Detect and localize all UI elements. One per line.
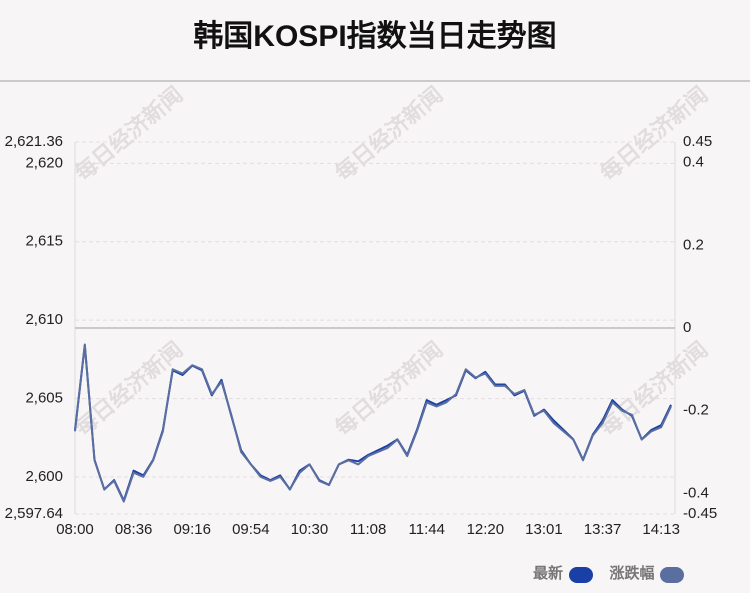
x-tick-label: 11:08 [350, 521, 386, 538]
watermark: 每日经济新闻 [330, 337, 447, 441]
y-tick-label: 2,610 [25, 311, 63, 328]
y-tick-label: 2,605 [25, 390, 63, 407]
watermark: 每日经济新闻 [595, 337, 712, 441]
x-tick-label: 12:20 [467, 521, 505, 538]
y-tick-label: 2,620 [25, 154, 63, 171]
y2-tick-label: 0.45 [683, 133, 712, 150]
x-tick-label: 13:01 [525, 521, 563, 538]
x-tick-label: 10:30 [291, 521, 329, 538]
x-tick-label: 09:16 [173, 521, 211, 538]
x-tick-label: 09:54 [232, 521, 270, 538]
chart-title: 韩国KOSPI指数当日走势图 [193, 20, 556, 53]
y2-tick-label: 0 [683, 319, 691, 336]
x-tick-label: 08:00 [56, 521, 94, 538]
price-line [74, 343, 672, 503]
legend-swatch [660, 567, 684, 583]
x-tick-label: 14:13 [642, 521, 680, 538]
x-tick-label: 13:37 [584, 521, 622, 538]
y2-tick-label: 0.2 [683, 236, 704, 253]
watermark: 每日经济新闻 [70, 82, 187, 186]
y2-tick-label: -0.2 [683, 402, 709, 419]
y2-tick-label: 0.4 [683, 154, 704, 171]
y-tick-label: 2,597.64 [5, 505, 63, 522]
y-tick-label: 2,600 [25, 468, 63, 485]
y2-tick-label: -0.45 [683, 505, 717, 522]
x-tick-label: 08:36 [115, 521, 153, 538]
y2-tick-label: -0.4 [683, 484, 709, 501]
y-tick-label: 2,621.36 [5, 133, 63, 150]
x-tick-label: 11:44 [409, 521, 445, 538]
legend-label: 涨跌幅 [609, 564, 654, 582]
legend-label: 最新 [533, 564, 563, 582]
legend-swatch [569, 567, 593, 583]
watermark: 每日经济新闻 [330, 82, 447, 186]
y-tick-label: 2,615 [25, 233, 63, 250]
